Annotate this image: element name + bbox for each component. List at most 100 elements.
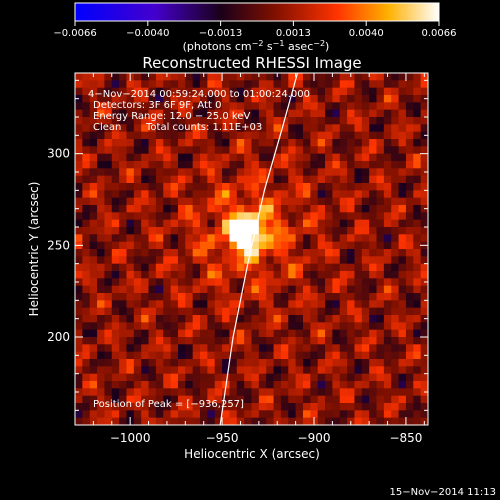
heatmap-cell — [266, 146, 275, 155]
heatmap-cell — [295, 175, 304, 184]
heatmap-cell — [163, 234, 172, 243]
heatmap-cell — [288, 307, 297, 316]
heatmap-cell — [82, 124, 91, 133]
heatmap-cell — [126, 153, 135, 162]
heatmap-cell — [325, 175, 333, 184]
heatmap-cell — [75, 146, 83, 155]
heatmap-cell — [413, 131, 422, 140]
heatmap-cell — [236, 388, 245, 397]
heatmap-cell — [222, 219, 231, 228]
heatmap-cell — [317, 263, 326, 272]
heatmap-cell — [251, 95, 260, 103]
heatmap-cell — [141, 87, 150, 96]
heatmap-cell — [413, 300, 422, 309]
heatmap-cell — [155, 241, 164, 250]
heatmap-cell — [126, 344, 135, 353]
heatmap-cell — [155, 381, 164, 389]
heatmap-cell — [126, 278, 135, 287]
heatmap-cell — [339, 190, 348, 199]
heatmap-cell — [369, 256, 378, 265]
heatmap-cell — [185, 337, 194, 345]
heatmap-cell — [405, 403, 414, 411]
heatmap-cell — [317, 117, 326, 125]
heatmap-cell — [222, 337, 231, 345]
heatmap-cell — [391, 153, 400, 162]
heatmap-cell — [192, 337, 201, 345]
heatmap-cell — [89, 293, 98, 301]
heatmap-cell — [133, 80, 142, 89]
heatmap-cell — [295, 373, 304, 382]
heatmap-cell — [207, 322, 216, 331]
heatmap-cell — [383, 183, 392, 191]
heatmap-cell — [310, 263, 319, 272]
heatmap-cell — [236, 87, 245, 96]
heatmap-cell — [361, 285, 370, 294]
heatmap-cell — [141, 234, 150, 243]
heatmap-cell — [325, 337, 333, 345]
heatmap-cell — [170, 366, 179, 375]
heatmap-cell — [258, 168, 267, 177]
heatmap-cell — [420, 307, 428, 316]
heatmap-cell — [111, 271, 120, 279]
heatmap-cell — [369, 395, 378, 404]
heatmap-cell — [288, 388, 297, 397]
heatmap-cell — [317, 234, 326, 243]
heatmap-cell — [376, 212, 385, 221]
heatmap-cell — [82, 131, 91, 140]
heatmap-cell — [398, 373, 407, 382]
heatmap-cell — [266, 80, 275, 89]
heatmap-cell — [170, 403, 179, 411]
heatmap-cell — [244, 146, 253, 155]
heatmap-cell — [192, 139, 201, 147]
heatmap-cell — [222, 300, 231, 309]
heatmap-cell — [347, 315, 356, 323]
heatmap-cell — [82, 227, 91, 235]
heatmap-cell — [207, 197, 216, 206]
heatmap-cell — [126, 337, 135, 345]
heatmap-cell — [280, 227, 289, 235]
heatmap-cell — [420, 124, 428, 133]
heatmap-cell — [273, 278, 282, 287]
heatmap-cell — [214, 73, 223, 81]
heatmap-cell — [89, 197, 98, 206]
heatmap-cell — [111, 300, 120, 309]
heatmap-cell — [133, 190, 142, 199]
heatmap-cell — [325, 388, 333, 397]
heatmap-cell — [141, 131, 150, 140]
heatmap-cell — [413, 395, 422, 404]
heatmap-cell — [295, 322, 304, 331]
heatmap-cell — [236, 153, 245, 162]
heatmap-cell — [82, 410, 91, 419]
heatmap-cell — [332, 205, 341, 213]
heatmap-cell — [391, 337, 400, 345]
heatmap-cell — [280, 175, 289, 184]
heatmap-cell — [141, 161, 150, 169]
heatmap-cell — [89, 212, 98, 221]
heatmap-cell — [405, 263, 414, 272]
heatmap-cell — [251, 278, 260, 287]
heatmap-cell — [383, 234, 392, 243]
heatmap-cell — [332, 256, 341, 265]
heatmap-cell — [339, 168, 348, 177]
heatmap-cell — [251, 131, 260, 140]
heatmap-cell — [258, 117, 267, 125]
heatmap-cell — [251, 205, 260, 213]
heatmap-cell — [295, 359, 304, 367]
heatmap-cell — [207, 271, 216, 279]
heatmap-cell — [361, 131, 370, 140]
heatmap-cell — [280, 102, 289, 111]
heatmap-cell — [170, 117, 179, 125]
heatmap-cell — [163, 359, 172, 367]
heatmap-cell — [383, 249, 392, 257]
heatmap-cell — [97, 403, 106, 411]
heatmap-cell — [214, 190, 223, 199]
heatmap-cell — [89, 80, 98, 89]
x-tick-label: −1000 — [110, 431, 151, 445]
heatmap-cell — [317, 95, 326, 103]
heatmap-cell — [229, 300, 238, 309]
heatmap-cell — [229, 205, 238, 213]
heatmap-cell — [369, 219, 378, 228]
heatmap-cell — [383, 285, 392, 294]
heatmap-cell — [163, 249, 172, 257]
